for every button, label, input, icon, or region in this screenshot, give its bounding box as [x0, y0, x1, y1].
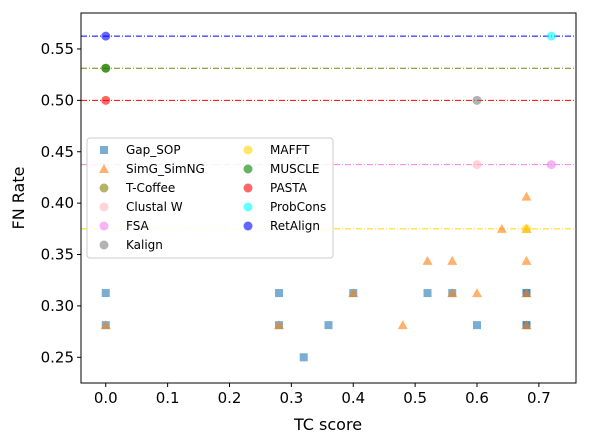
legend-marker-fsa [99, 221, 109, 231]
gap-sop-point [101, 289, 110, 298]
y-tick-label: 0.55 [41, 40, 74, 58]
plot-frame [80, 12, 577, 384]
fsa-point [546, 160, 556, 170]
legend-marker-kalign [99, 240, 109, 250]
simg-simng-point [422, 255, 433, 265]
legend-label-mafft: MAFFT [270, 143, 310, 157]
muscle-point [101, 63, 111, 73]
gap-sop-point [473, 321, 481, 330]
legend-marker-mafft [243, 145, 253, 155]
legend-label-probcons: ProbCons [270, 200, 326, 214]
y-tick-label: 0.45 [41, 143, 74, 161]
simg-simng-point [447, 288, 458, 298]
x-tick-label: 0.4 [341, 389, 365, 407]
simg-simng-point [472, 288, 482, 298]
legend-box [86, 137, 334, 259]
gap-sop-point [299, 353, 308, 362]
x-tick-label: 0.5 [403, 389, 427, 407]
x-axis-title: TC score [293, 415, 362, 434]
x-tick-label: 0.0 [94, 389, 118, 407]
retalign-point [101, 31, 111, 41]
simg-simng-point [521, 255, 532, 265]
simg-simng-point [274, 320, 284, 330]
simg-simng-point [521, 320, 532, 330]
legend-marker-clustal-w [99, 202, 109, 212]
simg-simng-point [447, 255, 458, 265]
legend-marker-probcons [243, 202, 253, 212]
legend-label-retalign: RetAlign [270, 219, 320, 233]
legend-label-simg-simng: SimG_SimNG [126, 162, 205, 176]
gap-sop-point [324, 321, 333, 330]
legend-label-muscle: MUSCLE [270, 162, 319, 176]
legend-label-gap-sop: Gap_SOP [126, 143, 181, 157]
data-points [100, 31, 556, 362]
legend-label-fsa: FSA [126, 219, 150, 233]
probcons-point [546, 31, 556, 41]
simg-simng-point [397, 320, 408, 330]
y-tick-label: 0.40 [41, 194, 74, 212]
kalign-point [472, 95, 482, 105]
mafft-point [522, 224, 531, 234]
simg-simng-point [348, 288, 359, 298]
y-axis-title: FN Rate [9, 167, 28, 230]
legend-label-kalign: Kalign [126, 238, 163, 252]
legend-label-clustal-w: Clustal W [126, 200, 183, 214]
simg-simng-point [521, 191, 532, 201]
gap-sop-point [275, 289, 283, 298]
legend-label-t-coffee: T-Coffee [125, 181, 175, 195]
y-axis-ticks: 0.25 0.30 0.35 0.40 0.45 0.50 0.55 [41, 40, 81, 366]
legend-marker-retalign [243, 221, 253, 231]
x-tick-label: 0.1 [156, 389, 180, 407]
legend-marker-t-coffee [99, 183, 109, 193]
clustal-w-point [472, 160, 482, 170]
simg-simng-point [521, 288, 532, 298]
legend-marker-gap-sop [100, 146, 108, 154]
legend-marker-muscle [243, 164, 253, 174]
y-tick-label: 0.30 [41, 297, 74, 315]
legend: Gap_SOP SimG_SimNG T-Coffee Clustal W FSA Kal… [86, 137, 334, 259]
x-tick-label: 0.7 [527, 389, 551, 407]
simg-simng-point [496, 223, 507, 233]
pasta-point [101, 95, 111, 105]
gap-sop-point [423, 289, 432, 298]
legend-marker-simg-simng [99, 164, 109, 173]
simg-simng-point [100, 320, 111, 330]
legend-marker-pasta [243, 183, 253, 193]
y-tick-label: 0.35 [41, 246, 74, 264]
x-axis-ticks: 0.0 0.1 0.2 0.3 0.4 0.5 0.6 0.7 [94, 383, 551, 407]
y-tick-label: 0.50 [41, 91, 74, 109]
x-tick-label: 0.3 [279, 389, 303, 407]
x-tick-label: 0.6 [465, 389, 489, 407]
x-tick-label: 0.2 [218, 389, 242, 407]
y-tick-label: 0.25 [41, 348, 74, 366]
legend-label-pasta: PASTA [270, 181, 308, 195]
